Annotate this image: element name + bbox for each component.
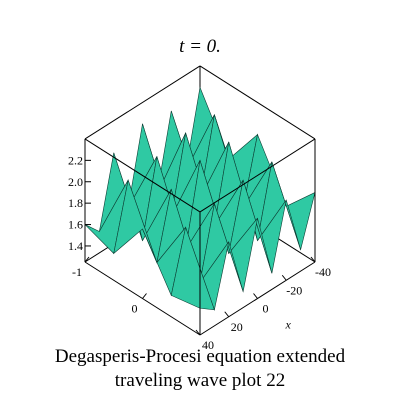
z-tick-label: 1.8 <box>68 196 83 210</box>
box-edge <box>84 138 201 213</box>
chart-title: t = 0. <box>179 36 221 57</box>
box-edge <box>84 65 201 140</box>
z-tick-label: 2.0 <box>68 175 83 189</box>
x-tick-label: 0 <box>263 302 269 316</box>
y-tick <box>142 293 147 299</box>
z-tick-label: 1.4 <box>68 239 83 253</box>
box-edge <box>199 65 316 140</box>
x-tick-label: -20 <box>286 283 302 297</box>
x-tick-label: 40 <box>202 338 214 352</box>
plot-area: 1.4 1.6 1.8 2.0 2.2 -40 -20 0 20 40 -1 0 x <box>68 65 331 352</box>
x-tick <box>224 311 230 318</box>
x-tick-label: -40 <box>315 265 331 279</box>
y-tick <box>84 256 90 263</box>
box-edge <box>199 138 316 213</box>
caption: Degasperis-Procesi equation extended <box>55 346 346 367</box>
caption: traveling wave plot 22 <box>115 370 285 391</box>
y-tick-label: -1 <box>72 265 82 279</box>
z-tick-label: 2.2 <box>68 153 83 167</box>
x-tick <box>281 274 287 281</box>
y-tick-label: 0 <box>132 302 138 316</box>
x-tick-label: 20 <box>231 320 243 334</box>
z-tick-label: 1.6 <box>68 218 83 232</box>
x-axis-label: x <box>285 318 292 332</box>
x-tick <box>253 293 258 299</box>
x-tick <box>195 329 201 336</box>
x-tick <box>310 256 316 263</box>
